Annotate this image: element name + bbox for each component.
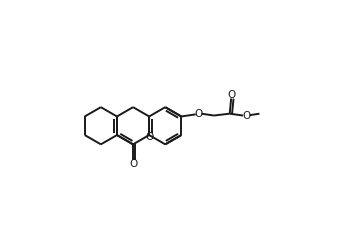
Text: O: O — [227, 90, 235, 100]
Text: O: O — [146, 132, 154, 142]
Text: O: O — [242, 110, 251, 120]
Text: O: O — [129, 159, 137, 169]
Text: O: O — [194, 109, 202, 119]
